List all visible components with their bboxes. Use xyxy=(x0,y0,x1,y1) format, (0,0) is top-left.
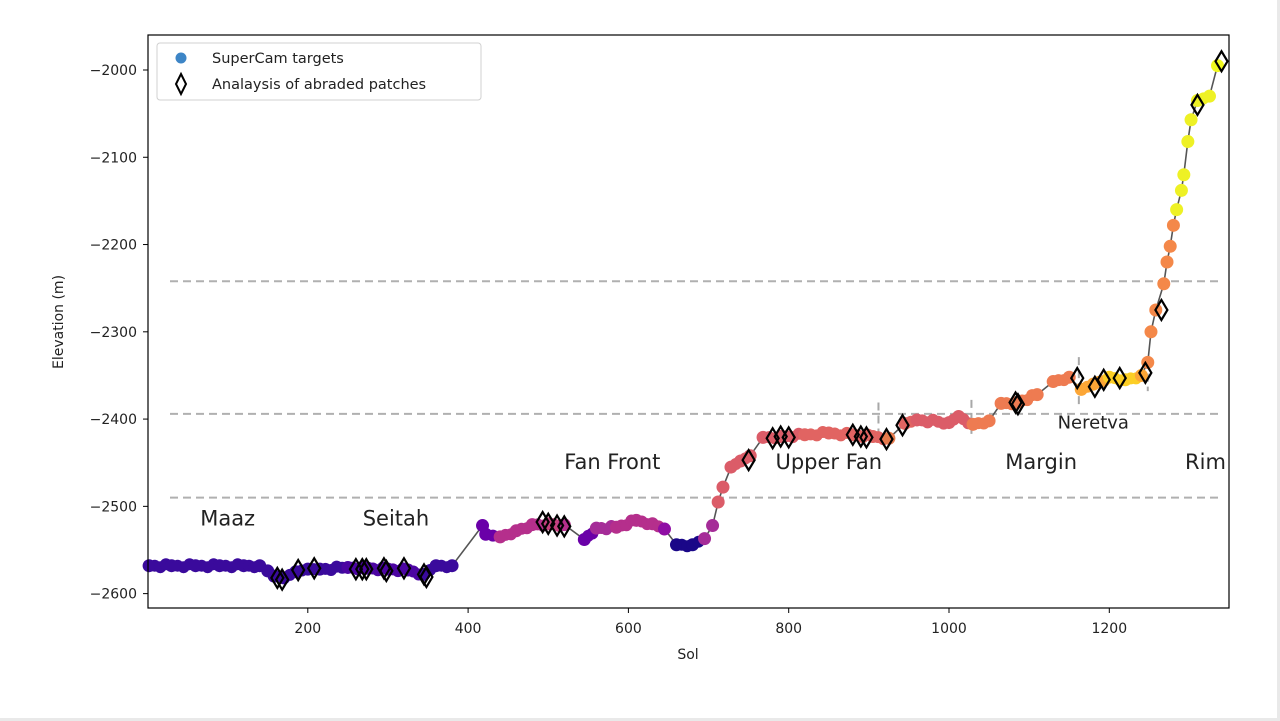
supercam-target-point xyxy=(1166,218,1180,232)
y-axis-ticks: −2000 −2100 −2200 −2300 −2400 −2500 −2600 xyxy=(90,63,148,603)
legend-circle-icon xyxy=(175,52,187,64)
legend: SuperCam targets Analaysis of abraded pa… xyxy=(156,42,482,101)
x-axis-ticks: 200 400 600 800 1000 1200 xyxy=(294,608,1127,637)
supercam-target-point xyxy=(1170,203,1184,217)
y-tick-label: −2000 xyxy=(90,63,137,79)
x-tick-label: 400 xyxy=(455,621,482,637)
supercam-target-points xyxy=(142,59,1225,585)
legend-box xyxy=(156,42,482,101)
abraded-patch-diamond xyxy=(419,564,434,590)
supercam-target-point xyxy=(711,495,725,509)
rover-track-line xyxy=(149,65,1219,579)
abraded-patch-diamond xyxy=(556,514,572,539)
y-tick-label: −2200 xyxy=(90,238,137,254)
supercam-target-point xyxy=(1160,255,1174,269)
supercam-target-point xyxy=(716,480,730,494)
y-axis-label: Elevation (m) xyxy=(51,275,67,369)
supercam-target-point xyxy=(1163,239,1177,253)
plot-area-frame xyxy=(147,34,1230,609)
y-tick-label: −2500 xyxy=(90,499,137,515)
abraded-patch-diamond xyxy=(859,425,874,450)
supercam-target-point xyxy=(1157,277,1171,291)
supercam-target-point xyxy=(1181,135,1195,149)
abraded-patch-diamond xyxy=(853,424,869,449)
y-tick-label: −2300 xyxy=(90,325,137,341)
abraded-patch-markers xyxy=(270,49,1229,592)
y-tick-label: −2600 xyxy=(90,587,137,603)
abraded-patch-diamond xyxy=(396,556,412,581)
region-label: Neretva xyxy=(1058,413,1129,434)
abraded-patch-diamond xyxy=(781,425,796,450)
abraded-patch-diamond xyxy=(274,567,290,592)
legend-label-supercam: SuperCam targets xyxy=(212,51,344,67)
supercam-target-point xyxy=(1144,325,1158,339)
region-label: Maaz xyxy=(200,507,255,531)
abraded-patch-diamond xyxy=(1112,365,1128,391)
abraded-patch-diamond xyxy=(270,565,285,591)
abraded-patch-diamond xyxy=(535,509,550,535)
abraded-patch-diamond xyxy=(379,558,394,584)
x-tick-label: 1000 xyxy=(931,621,967,637)
supercam-target-point xyxy=(706,519,720,533)
region-label: Upper Fan xyxy=(775,450,882,474)
region-label: Seitah xyxy=(363,507,430,531)
supercam-target-point xyxy=(1177,168,1191,182)
supercam-target-point xyxy=(982,414,996,428)
abraded-patch-diamond xyxy=(348,557,364,582)
x-tick-label: 1200 xyxy=(1091,621,1127,637)
x-tick-label: 800 xyxy=(775,621,802,637)
abraded-patch-diamond xyxy=(1096,367,1111,392)
abraded-patch-diamond xyxy=(1010,392,1026,417)
supercam-target-point xyxy=(698,532,712,546)
abraded-patch-diamond xyxy=(306,556,322,581)
region-label: Fan Front xyxy=(564,450,660,474)
abraded-patch-diamond xyxy=(1138,360,1153,385)
abraded-patch-diamond xyxy=(741,447,756,473)
legend-diamond-icon xyxy=(174,71,188,97)
x-axis-label: Sol xyxy=(677,647,698,663)
abraded-patch-diamond xyxy=(895,413,910,438)
abraded-patch-diamond xyxy=(540,511,556,536)
supercam-target-point xyxy=(1030,388,1044,402)
x-tick-label: 200 xyxy=(294,621,321,637)
y-tick-label: −2400 xyxy=(90,412,137,428)
abraded-patch-diamond xyxy=(1190,92,1205,118)
supercam-target-point xyxy=(445,559,459,573)
abraded-patch-diamond xyxy=(1069,365,1085,391)
supercam-target-point xyxy=(1174,183,1188,197)
abraded-patch-diamond xyxy=(1214,49,1229,74)
reference-lines xyxy=(170,280,1218,499)
x-tick-label: 600 xyxy=(615,621,642,637)
abraded-patch-diamond xyxy=(290,557,306,583)
abraded-patch-diamond xyxy=(1008,390,1023,415)
supercam-target-point xyxy=(657,522,671,536)
abraded-patch-diamond xyxy=(359,557,374,582)
legend-label-abraded: Analaysis of abraded patches xyxy=(212,77,426,93)
region-label: Margin xyxy=(1005,450,1077,474)
y-tick-label: −2100 xyxy=(90,150,137,166)
region-label: Rim xyxy=(1185,450,1226,474)
region-labels: Maaz Seitah Fan Front Upper Fan Margin Neretv… xyxy=(200,413,1226,531)
abraded-patch-diamond xyxy=(879,427,894,452)
supercam-target-point xyxy=(1202,89,1216,103)
abraded-patch-diamond xyxy=(355,557,370,582)
abraded-patch-diamond xyxy=(1154,297,1169,323)
supercam-target-point xyxy=(1184,113,1198,127)
